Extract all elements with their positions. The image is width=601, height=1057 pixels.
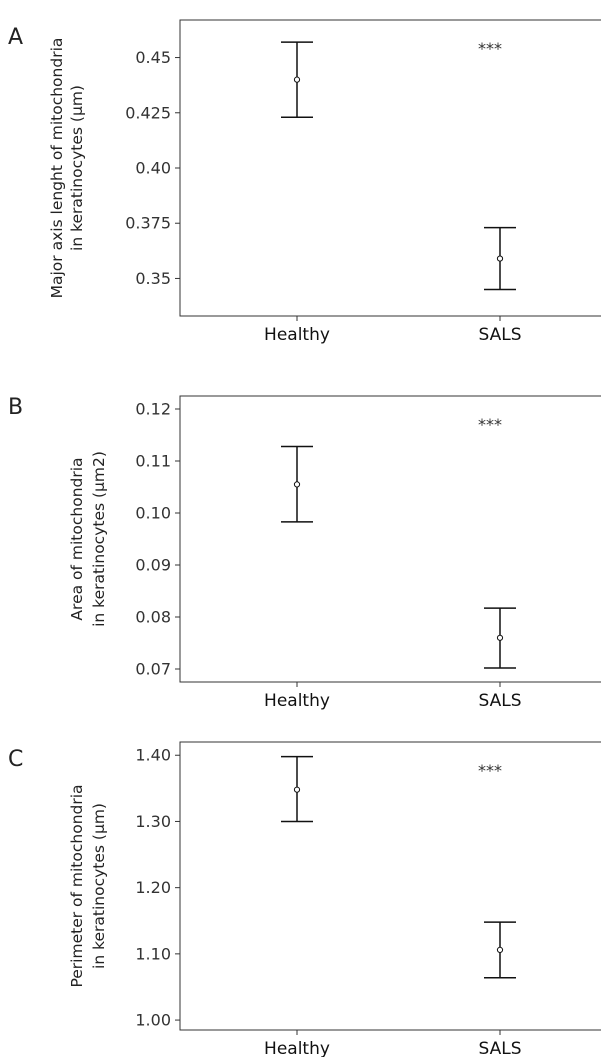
y-axis-label: Major axis lenght of mitochondria — [48, 38, 66, 299]
panel-c: C 1.00 1.10 1.20 1.30 1.40 Healthy SALS Perimete… — [8, 741, 601, 1057]
y-tick-label: 0.07 — [135, 660, 171, 679]
y-axis-label: in keratinocytes (µm) — [90, 803, 108, 969]
y-axis-label: in keratinocytes (µm) — [68, 85, 86, 251]
panel-letter: B — [8, 395, 23, 420]
significance-label: *** — [478, 415, 502, 434]
y-tick-label: 0.45 — [135, 48, 171, 67]
significance-label: *** — [478, 761, 502, 780]
mean-point — [293, 786, 301, 793]
panel-a: A 0.35 0.375 0.40 0.425 0.45 Healthy SALS Major … — [8, 19, 601, 345]
y-tick-label: 0.10 — [135, 504, 171, 523]
y-tick-label: 0.09 — [135, 556, 171, 575]
x-tick-label: SALS — [479, 1039, 522, 1057]
mean-point — [496, 634, 504, 641]
panel-letter: A — [8, 25, 23, 50]
y-tick-label: 1.20 — [135, 878, 171, 897]
mean-point — [496, 946, 504, 953]
mean-point — [293, 76, 301, 83]
y-tick-label: 1.30 — [135, 812, 171, 831]
y-tick-label: 0.375 — [125, 214, 171, 233]
panel-letter: C — [8, 747, 23, 772]
plot-frame — [179, 395, 601, 683]
y-tick-label: 1.40 — [135, 746, 171, 765]
x-tick-label: SALS — [479, 691, 522, 711]
plot-frame — [179, 19, 601, 317]
y-tick-label: 0.11 — [135, 452, 171, 471]
y-axis-label: Area of mitochondria — [68, 457, 86, 620]
y-tick-label: 1.00 — [135, 1011, 171, 1030]
y-tick-label: 0.40 — [135, 159, 171, 178]
panel-b: B 0.07 0.08 0.09 0.10 0.11 0.12 Healthy SALS Area… — [8, 395, 601, 711]
x-tick-label: Healthy — [264, 691, 330, 711]
y-tick-label: 0.425 — [125, 103, 171, 122]
mean-point — [496, 255, 504, 262]
mean-point — [293, 481, 301, 488]
y-tick-label: 0.35 — [135, 269, 171, 288]
y-axis-label: Perimeter of mitochondria — [68, 784, 86, 987]
x-tick-label: Healthy — [264, 1039, 330, 1057]
y-tick-label: 0.12 — [135, 400, 171, 419]
y-tick-label: 0.08 — [135, 608, 171, 627]
y-tick-label: 1.10 — [135, 944, 171, 963]
significance-label: *** — [478, 39, 502, 58]
x-tick-label: Healthy — [264, 325, 330, 345]
x-tick-label: SALS — [479, 325, 522, 345]
y-axis-label: in keratinocytes (µm2) — [90, 451, 108, 627]
plot-frame — [179, 741, 601, 1031]
